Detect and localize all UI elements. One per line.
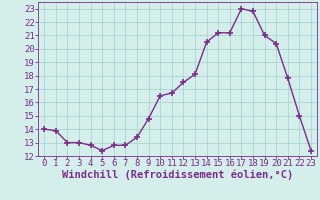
X-axis label: Windchill (Refroidissement éolien,°C): Windchill (Refroidissement éolien,°C): [62, 170, 293, 180]
